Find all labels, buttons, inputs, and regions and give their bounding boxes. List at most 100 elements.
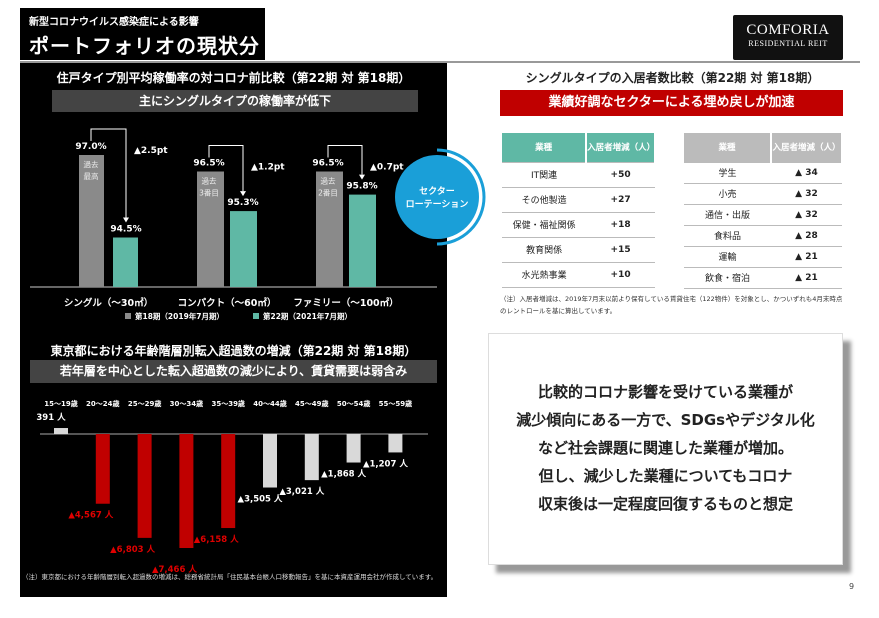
bar <box>263 434 277 488</box>
table-cell: +50 <box>586 162 655 188</box>
table-row: 保健・福祉関係 +18 <box>502 212 655 238</box>
table-row: 食料品 ▲ 28 <box>684 225 842 247</box>
bar-note: 過去 <box>321 176 336 186</box>
tenant-banner: 業績好調なセクターによる埋め戻しが加速 <box>500 90 843 116</box>
age-label: 40～44歳 <box>253 399 286 408</box>
company-logo: COMFORIA RESIDENTIAL REIT <box>733 15 843 60</box>
table-cell: ▲ 21 <box>770 267 842 289</box>
age-label: 35～39歳 <box>211 399 244 408</box>
bar <box>95 434 110 504</box>
change-arrow <box>90 128 127 218</box>
category-label: コンパクト（～60㎡） <box>178 297 277 309</box>
legend-label: 第22期（2021年7月期） <box>263 311 352 321</box>
value-label: 95.8% <box>346 182 377 192</box>
bar-note: 2番目 <box>318 188 338 198</box>
table-cell: 小売 <box>684 183 771 205</box>
increase-table: 業種 入居者増減（人） IT関連 +50 その他製造 +27 保健・福祉関係 +18 教育関係 +… <box>502 133 656 288</box>
table-cell: 食料品 <box>684 225 771 247</box>
table-cell: 通信・出版 <box>684 204 771 226</box>
table-cell: 水光熱事業 <box>502 262 587 288</box>
legend-swatch <box>253 313 259 319</box>
bar-18th <box>197 171 224 287</box>
table-row: 通信・出版 ▲ 32 <box>684 204 842 226</box>
bar <box>346 434 361 463</box>
table-header: 業種 <box>684 133 772 163</box>
summary-line: 但し、減少した業種についてもコロナ <box>538 467 793 485</box>
change-label: ▲0.7pt <box>370 163 404 173</box>
bar <box>304 434 319 481</box>
value-label: ▲3,021 人 <box>279 486 324 497</box>
legend-swatch <box>125 313 131 319</box>
circle-label-2: ローテーション <box>406 199 469 210</box>
table-row: IT関連 +50 <box>502 162 655 188</box>
bar-18th <box>79 155 104 287</box>
value-label: 391 人 <box>36 412 66 423</box>
left-panel: 住戸タイプ別平均稼働率の対コロナ前比較（第22期 対 第18期） 主にシングルタ… <box>20 63 447 597</box>
table-header: 入居者増減（人） <box>586 133 656 163</box>
page-number: 9 <box>849 582 855 591</box>
table-row: 運輸 ▲ 21 <box>684 246 842 268</box>
table-cell: +27 <box>586 187 655 213</box>
table-cell: ▲ 34 <box>770 162 842 184</box>
table-cell: +18 <box>586 212 655 238</box>
arrow-head <box>359 174 365 180</box>
arrow-head <box>240 191 246 197</box>
migration-chart-title: 東京都における年齢階層別転入超過数の増減（第22期 対 第18期） <box>50 344 417 358</box>
value-label: ▲3,505 人 <box>238 494 283 505</box>
value-label: 95.3% <box>227 198 258 208</box>
bar-22nd <box>349 194 376 287</box>
bar <box>221 434 236 529</box>
table-cell: IT関連 <box>502 162 587 188</box>
table-cell: +10 <box>586 262 655 288</box>
logo-text: COMFORIA <box>746 22 830 38</box>
table-row: 飲食・宿泊 ▲ 21 <box>684 267 842 289</box>
category-label: ファミリー（～100㎡） <box>293 297 398 309</box>
tenant-note: （注）入居者増減は、2019年7月末以前より保有している賃貸住宅（122物件）を… <box>500 295 843 315</box>
bar-22nd <box>113 237 138 287</box>
category-label: シングル（～30㎡） <box>64 297 153 309</box>
table-header: 業種 <box>502 133 588 163</box>
summary-line: など社会課題に関連した業種が増加。 <box>537 439 793 457</box>
table-row: その他製造 +27 <box>502 187 655 213</box>
value-label: 94.5% <box>110 225 141 235</box>
change-label: ▲1.2pt <box>251 163 285 173</box>
legend-label: 第18期（2019年7月期） <box>135 311 224 321</box>
bar-note: 最高 <box>84 171 99 181</box>
table-row: 水光熱事業 +10 <box>502 262 655 288</box>
table-row: 教育関係 +15 <box>502 237 655 263</box>
value-label: ▲4,567 人 <box>68 510 113 521</box>
slide-header: 新型コロナウイルス感染症による影響 ポートフォリオの現状分析 <box>20 8 265 87</box>
bar-18th <box>316 171 343 287</box>
arrow-head <box>123 217 129 223</box>
table-row: 学生 ▲ 34 <box>684 162 842 184</box>
age-label: 50～54歳 <box>337 399 370 408</box>
age-label: 45～49歳 <box>295 399 328 408</box>
table-cell: +15 <box>586 237 655 263</box>
bar <box>54 428 68 434</box>
value-label: ▲7,466 人 <box>152 564 197 573</box>
age-label: 25～29歳 <box>128 399 161 408</box>
bar-note: 3番目 <box>199 188 219 198</box>
migration-banner: 若年層を中心とした転入超過数の減少により、賃貸需要は弱含み <box>30 360 437 383</box>
change-arrow <box>208 145 244 192</box>
header-divider <box>20 61 860 63</box>
summary-line: 減少傾向にある一方で、SDGsやデジタル化 <box>516 411 815 429</box>
change-arrow <box>327 145 363 175</box>
table-cell: 飲食・宿泊 <box>684 267 771 289</box>
bar <box>388 434 403 453</box>
bar <box>179 434 194 548</box>
value-label: ▲6,803 人 <box>110 544 155 555</box>
bar-22nd <box>230 211 257 287</box>
migration-chart: 15～19歳 391 人 20～24歳 ▲4,567 人 25～29歳 ▲6,803 人 3… <box>36 399 428 573</box>
bar <box>137 434 152 538</box>
table-cell: 運輸 <box>684 246 771 268</box>
summary-line: 比較的コロナ影響を受けている業種が <box>537 383 793 401</box>
change-label: ▲2.5pt <box>134 146 168 156</box>
logo-subtext: RESIDENTIAL REIT <box>748 39 828 48</box>
table-cell: ▲ 28 <box>770 225 842 247</box>
sector-rotation-circle: セクター ローテーション <box>395 148 486 246</box>
tenant-title: シングルタイプの入居者数比較（第22期 対 第18期） <box>525 71 820 85</box>
value-label: 97.0% <box>75 142 106 152</box>
circle-label-1: セクター <box>419 185 455 197</box>
summary-box: 比較的コロナ影響を受けている業種が減少傾向にある一方で、SDGsやデジタル化 など… <box>488 333 843 565</box>
